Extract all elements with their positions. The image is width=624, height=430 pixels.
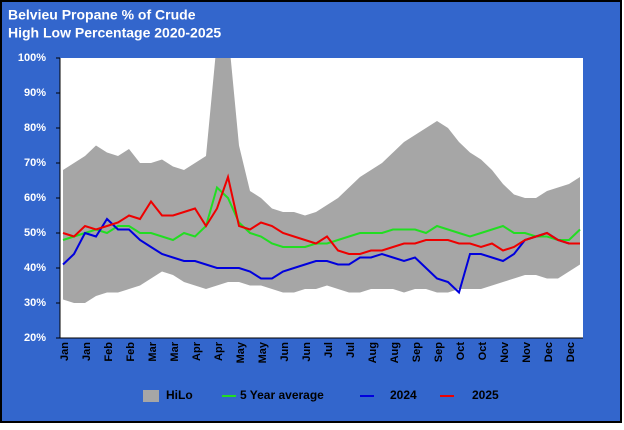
x-tick-label: Oct <box>455 342 467 361</box>
x-tick-label: Jul <box>345 342 357 358</box>
x-tick-label: Nov <box>499 341 511 363</box>
x-tick-label: Apr <box>191 341 203 361</box>
series-line <box>62 173 580 255</box>
x-tick-label: Aug <box>389 342 401 363</box>
x-tick-label: Aug <box>367 342 379 363</box>
y-tick-label: 90% <box>24 87 46 99</box>
chart-title: Belvieu Propane % of Crude <box>8 7 196 23</box>
x-tick-label: May <box>257 341 269 363</box>
y-tick-label: 100% <box>18 52 46 64</box>
y-tick-label: 80% <box>24 122 46 134</box>
x-tick-label: Jul <box>323 342 335 358</box>
legend-label: 2025 <box>472 388 499 402</box>
x-tick-label: Mar <box>147 341 159 361</box>
x-tick-label: Dec <box>565 342 577 362</box>
x-tick-label: Jun <box>279 342 291 362</box>
y-tick-label: 50% <box>24 227 46 239</box>
x-tick-label: Dec <box>543 342 555 362</box>
x-tick-label: Feb <box>125 342 137 362</box>
x-tick-label: Nov <box>521 341 533 363</box>
x-tick-label: Apr <box>213 341 225 361</box>
x-tick-label: Sep <box>411 342 423 362</box>
x-tick-label: Sep <box>433 342 445 362</box>
x-tick-label: Oct <box>477 342 489 361</box>
y-tick-label: 60% <box>24 192 46 204</box>
x-tick-label: Jan <box>81 342 93 361</box>
chart-subtitle: High Low Percentage 2020-2025 <box>8 25 221 41</box>
y-tick-label: 30% <box>24 297 46 309</box>
series-line <box>62 217 580 295</box>
x-tick-label: Jun <box>301 342 313 362</box>
x-tick-label: Feb <box>103 342 115 362</box>
plot <box>62 58 581 303</box>
y-tick-label: 70% <box>24 157 46 169</box>
legend-label: 5 Year average <box>240 388 324 402</box>
series-line <box>62 185 581 248</box>
y-tick-label: 20% <box>24 332 46 344</box>
x-tick-label: May <box>235 341 247 363</box>
x-tick-label: Mar <box>169 341 181 361</box>
x-tick-label: Jan <box>59 342 71 361</box>
legend-label: HiLo <box>166 388 193 402</box>
legend-swatch <box>143 390 159 402</box>
legend-label: 2024 <box>390 388 417 402</box>
y-tick-label: 40% <box>24 262 46 274</box>
